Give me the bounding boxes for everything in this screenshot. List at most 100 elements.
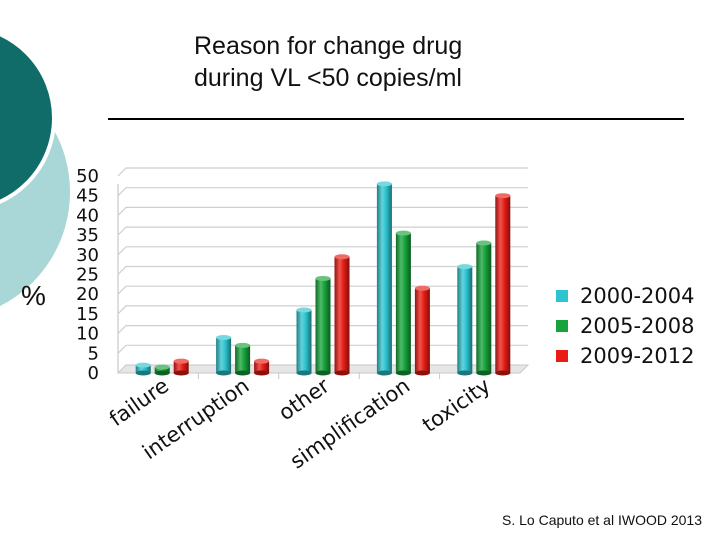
legend-swatch — [556, 350, 568, 362]
y-tick-label: 10 — [76, 324, 99, 345]
bar-base-cap — [135, 370, 151, 376]
y-axis-label: % — [21, 280, 46, 311]
bar-base-cap — [315, 370, 331, 376]
legend-item: 2000-2004 — [556, 281, 694, 311]
gridline — [117, 305, 528, 315]
gridline — [117, 226, 528, 236]
bar-top-cap — [154, 364, 170, 370]
bar-other-2005-2008 — [315, 275, 331, 376]
bar-top-cap — [414, 285, 430, 291]
y-tick-label: 5 — [88, 343, 99, 364]
bar-body — [315, 278, 331, 373]
bar-body — [154, 367, 170, 373]
bar-base-cap — [476, 370, 492, 376]
legend-swatch — [556, 290, 568, 302]
decorative-circles — [0, 0, 120, 330]
y-tick-label: 40 — [76, 205, 99, 226]
bar-top-cap — [395, 230, 411, 236]
category-label: toxicity — [418, 373, 495, 437]
bar-body — [235, 345, 251, 373]
chart-legend: 2000-2004 2005-2008 2009-2012 — [556, 281, 694, 371]
slide-title-line-2: during VL <50 copies/ml — [194, 64, 462, 92]
bar-simplification-2005-2008 — [395, 230, 411, 376]
title-underline — [108, 118, 684, 120]
gridline — [117, 246, 528, 256]
gridline — [117, 325, 528, 335]
y-tick-label: 0 — [88, 363, 99, 384]
bar-body — [495, 195, 511, 373]
gridline — [117, 265, 528, 275]
bar-top-cap — [476, 240, 492, 246]
legend-item: 2009-2012 — [556, 341, 694, 371]
legend-label: 2000-2004 — [580, 284, 695, 308]
bar-top-cap — [135, 362, 151, 368]
bar-base-cap — [334, 370, 350, 376]
bar-body — [296, 309, 312, 373]
bar-body — [376, 183, 392, 373]
bar-top-cap — [334, 254, 350, 260]
legend-label: 2005-2008 — [580, 314, 695, 338]
legend-label: 2009-2012 — [580, 344, 695, 368]
gridline — [117, 285, 528, 295]
bar-top-cap — [296, 307, 312, 313]
bars — [135, 181, 511, 376]
gridline — [117, 344, 528, 354]
gridline — [117, 187, 528, 197]
bar-body — [457, 266, 473, 373]
legend-swatch — [556, 320, 568, 332]
bar-base-cap — [154, 370, 170, 376]
bar-top-cap — [254, 358, 270, 364]
dark-teal-circle — [0, 32, 56, 204]
slide-title: Reason for change drug during VL <50 cop… — [194, 30, 614, 94]
bar-body — [395, 233, 411, 373]
bar-interruption-2000-2004 — [216, 335, 232, 376]
bar-top-cap — [216, 335, 232, 341]
bar-base-cap — [296, 370, 312, 376]
bar-interruption-2009-2012 — [254, 358, 270, 376]
bar-base-cap — [414, 370, 430, 376]
gridline — [117, 167, 528, 177]
bar-base-cap — [254, 370, 270, 376]
bar-failure-2005-2008 — [154, 364, 170, 376]
y-tick-label: 50 — [76, 166, 99, 187]
bar-base-cap — [235, 370, 251, 376]
bar-top-cap — [173, 358, 189, 364]
bar-body — [173, 361, 189, 373]
bar-other-2000-2004 — [296, 307, 312, 376]
y-tick-label: 25 — [76, 265, 99, 286]
y-tick-label: 30 — [76, 245, 99, 266]
bar-toxicity-2005-2008 — [476, 240, 492, 376]
citation: S. Lo Caputo et al IWOOD 2013 — [502, 512, 702, 528]
bar-top-cap — [495, 193, 511, 199]
decorative-circles-graphic — [0, 32, 70, 307]
bar-top-cap — [315, 275, 331, 281]
bar-toxicity-2000-2004 — [457, 264, 473, 376]
bar-body — [476, 242, 492, 373]
bar-body — [216, 337, 232, 373]
bar-simplification-2009-2012 — [414, 285, 430, 376]
category-label: failure — [105, 373, 173, 431]
gridline — [117, 364, 528, 374]
bar-body — [414, 288, 430, 373]
bar-base-cap — [173, 370, 189, 376]
bar-base-cap — [376, 370, 392, 376]
bar-body — [334, 256, 350, 373]
bar-simplification-2000-2004 — [376, 181, 392, 376]
y-tick-label: 15 — [76, 304, 99, 325]
gridline — [117, 206, 528, 216]
bar-top-cap — [457, 264, 473, 270]
bar-failure-2000-2004 — [135, 362, 151, 376]
bar-base-cap — [495, 370, 511, 376]
bar-top-cap — [376, 181, 392, 187]
bar-body — [254, 361, 270, 373]
bar-body — [135, 365, 151, 373]
legend-item: 2005-2008 — [556, 311, 694, 341]
bar-base-cap — [216, 370, 232, 376]
y-tick-label: 20 — [76, 284, 99, 305]
bar-base-cap — [395, 370, 411, 376]
bar-base-cap — [457, 370, 473, 376]
bar-top-cap — [235, 342, 251, 348]
